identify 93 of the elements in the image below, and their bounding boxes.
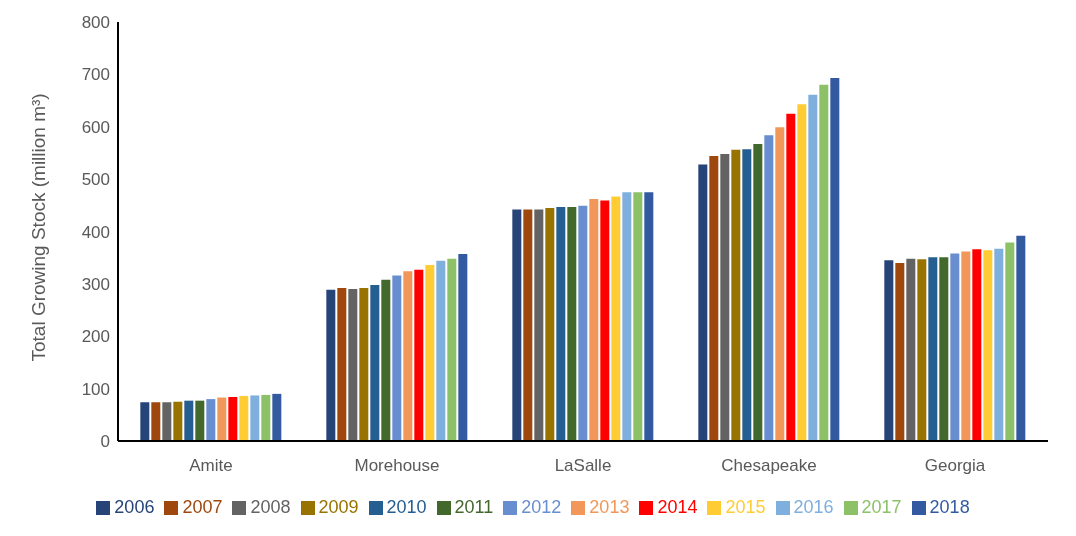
legend-label: 2008 (250, 497, 291, 517)
bar (808, 94, 818, 441)
bar (370, 284, 380, 441)
bar (786, 113, 796, 441)
bar (250, 395, 260, 441)
bar (797, 104, 807, 441)
bar (261, 394, 271, 441)
bar (228, 397, 238, 441)
bar (961, 251, 971, 441)
y-tick-label: 100 (81, 379, 110, 399)
x-tick-label: Morehouse (354, 456, 440, 476)
y-tick-label: 0 (100, 432, 110, 452)
bar (436, 260, 446, 441)
bar (1016, 235, 1026, 441)
bar (972, 249, 982, 441)
y-tick-label: 400 (81, 222, 110, 242)
bar (1005, 242, 1015, 441)
bar (534, 209, 544, 441)
bar (162, 402, 172, 441)
bar (709, 156, 719, 441)
bar (206, 399, 216, 441)
bar (983, 250, 993, 441)
legend-label: 2009 (318, 497, 359, 517)
bar (184, 400, 194, 441)
bar (950, 253, 960, 441)
y-tick-label: 200 (81, 327, 110, 347)
legend-label: 2015 (725, 497, 766, 517)
bar (447, 258, 457, 441)
bar (458, 254, 468, 441)
bar (359, 288, 369, 441)
bar (195, 400, 205, 441)
bar (764, 135, 774, 441)
bar (742, 149, 752, 441)
bar (173, 401, 183, 441)
bar (545, 207, 555, 441)
bar (348, 289, 358, 441)
bar (819, 84, 829, 441)
bar (753, 144, 763, 441)
bar (731, 149, 741, 441)
bar (425, 265, 435, 441)
bar (928, 257, 938, 441)
x-tick-label: LaSalle (554, 456, 612, 476)
bar (720, 153, 730, 441)
bar (381, 279, 391, 441)
bar (556, 206, 566, 441)
bar (151, 402, 161, 441)
bar (830, 78, 840, 441)
bar (895, 262, 905, 441)
bar (403, 271, 413, 441)
legend-label: 2011 (454, 497, 494, 517)
legend-label: 2012 (521, 497, 562, 517)
bar (994, 248, 1004, 441)
legend-label: 2014 (657, 497, 698, 517)
bar (337, 288, 347, 441)
bar (326, 289, 336, 441)
bar (633, 192, 643, 441)
bar (611, 196, 621, 441)
x-tick-label: Amite (189, 456, 233, 476)
bar (392, 275, 402, 441)
bar (917, 259, 927, 441)
bar (622, 192, 632, 441)
bar (523, 209, 533, 441)
bar (698, 164, 708, 441)
y-tick-label: 500 (81, 170, 110, 190)
bar (140, 402, 150, 441)
bar (600, 200, 610, 441)
bar (578, 205, 588, 441)
legend-label: 2017 (861, 497, 902, 517)
y-axis-title: Total Growing Stock (million m³) (27, 93, 49, 362)
bar (644, 192, 654, 441)
legend-label: 2018 (929, 497, 970, 517)
bar (775, 127, 785, 441)
x-tick-label: Georgia (924, 456, 986, 476)
legend-label: 2010 (386, 497, 427, 517)
legend-label: 2006 (114, 497, 155, 517)
y-tick-label: 600 (81, 117, 110, 137)
bar (239, 395, 249, 441)
bar (884, 260, 894, 441)
bar (939, 257, 949, 441)
legend-label: 2013 (589, 497, 630, 517)
bar (906, 258, 916, 441)
bar (217, 397, 227, 441)
y-tick-label: 700 (81, 65, 110, 85)
bar (589, 199, 599, 441)
legend-label: 2016 (793, 497, 834, 517)
bar (567, 206, 577, 441)
x-tick-label: Chesapeake (721, 456, 817, 476)
y-tick-label: 800 (81, 13, 110, 33)
bar (272, 393, 282, 441)
y-tick-label: 300 (81, 274, 110, 294)
bar (414, 269, 424, 441)
legend-label: 2007 (182, 497, 223, 517)
bar (512, 209, 522, 441)
